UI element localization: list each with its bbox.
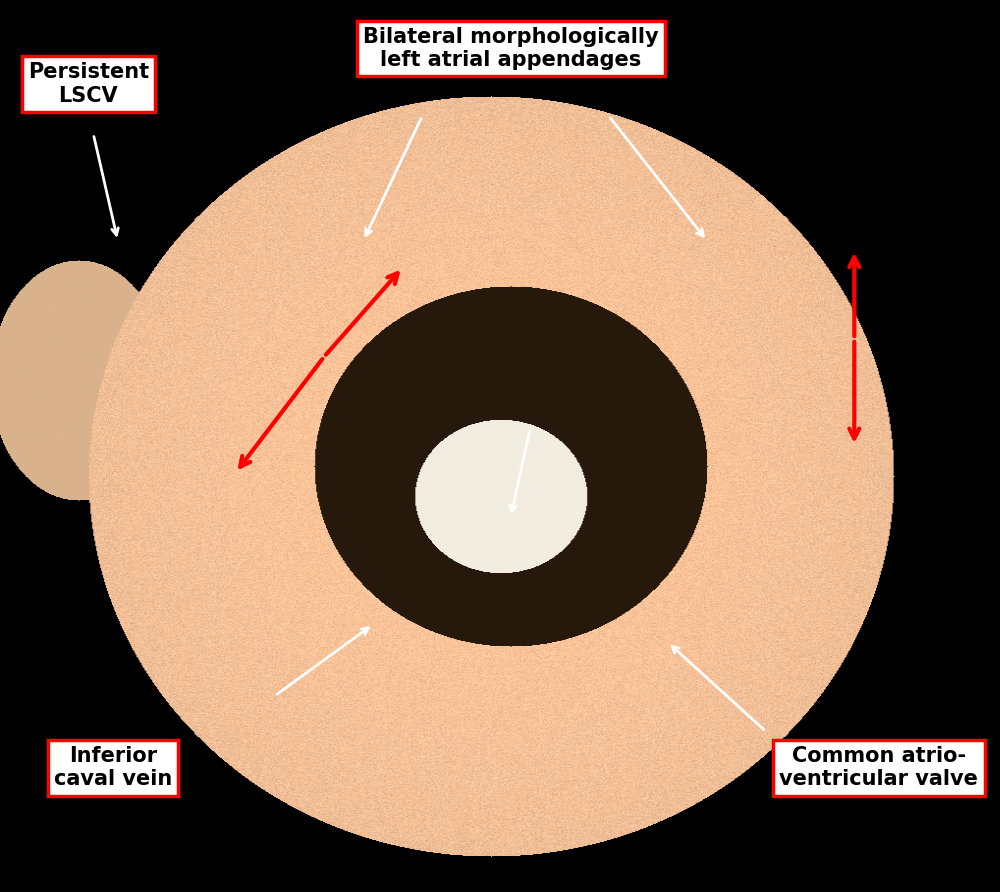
Text: Common atrio-
ventricular valve: Common atrio- ventricular valve — [779, 747, 978, 789]
Text: Persistent
LSCV: Persistent LSCV — [28, 62, 149, 105]
Text: Inferior
caval vein: Inferior caval vein — [54, 747, 172, 789]
Text: Bilateral morphologically
left atrial appendages: Bilateral morphologically left atrial ap… — [363, 27, 658, 70]
